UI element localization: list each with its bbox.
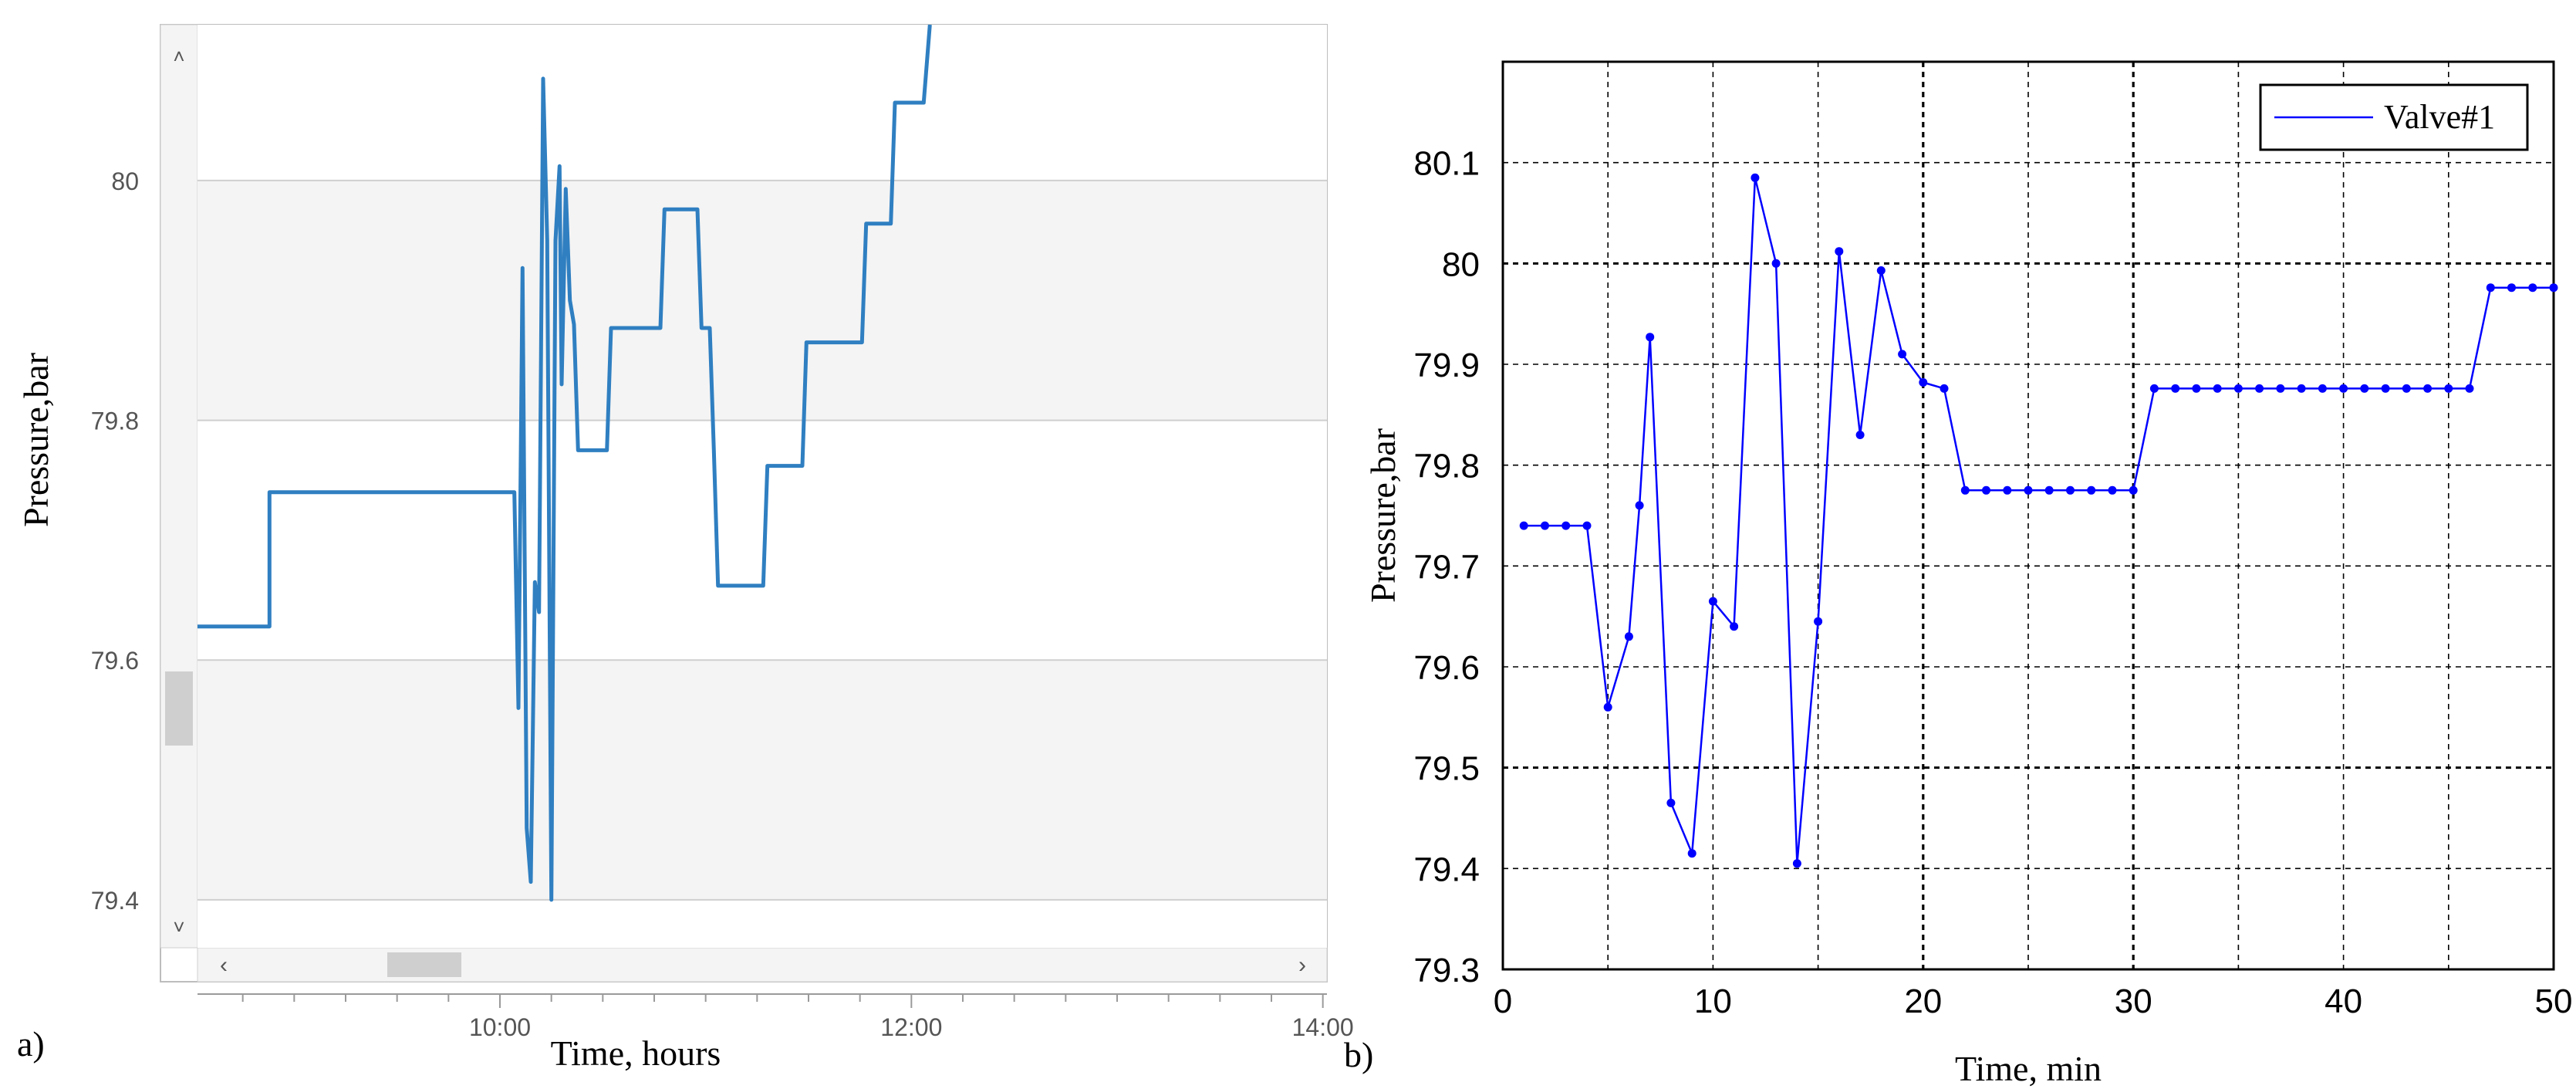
x-tick-label-12-00: 12:00 (880, 1013, 942, 1041)
x-tick-label-30: 30 (2115, 982, 2152, 1020)
x-tick-label-10-00: 10:00 (469, 1013, 531, 1041)
valve-1-point (1730, 622, 1739, 631)
valve-1-point (1666, 798, 1676, 807)
y-tick-label-79-6: 79.6 (91, 647, 139, 675)
valve-1-point (1960, 485, 1970, 495)
valve-1-point (1771, 259, 1781, 268)
valve-1-point (1519, 521, 1528, 530)
panel-b-y-axis-title: Pressure,bar (1363, 428, 1403, 603)
panel-a: ˄ ˅ ‹ › 79.4 79.6 79.8 80 10:00 12:00 14:00 P… (16, 24, 1354, 1073)
panel-a-x-axis-title: Time, hours (551, 1033, 721, 1073)
y-tick-label-80-1: 80.1 (1413, 145, 1480, 183)
x-tick-label-10: 10 (1694, 982, 1732, 1020)
valve-1-point (2507, 283, 2516, 293)
y-tick-label-80: 80 (1442, 245, 1480, 283)
panel-a-y-axis-title: Pressure,bar (16, 353, 56, 527)
y-tick-label-79-5: 79.5 (1413, 750, 1480, 788)
y-tick-label-79-4: 79.4 (91, 887, 139, 915)
legend: Valve#1 (2259, 83, 2529, 151)
x-tick-label-50: 50 (2535, 982, 2573, 1020)
legend-label-valve-1: Valve#1 (2384, 98, 2495, 136)
valve-1-point (2003, 485, 2012, 495)
valve-1-point (2024, 485, 2033, 495)
x-tick-label-0: 0 (1494, 982, 1512, 1020)
valve-1-point (2044, 485, 2054, 495)
valve-1-point (1855, 431, 1865, 439)
valve-1-point (1940, 384, 1949, 393)
valve-1-point (1898, 350, 1907, 359)
scroll-right-icon[interactable]: › (1298, 952, 1306, 978)
valve-1-point (2149, 384, 2159, 393)
valve-1-point (2129, 485, 2138, 495)
valve-1-point (1646, 333, 1655, 342)
scroll-up-icon[interactable]: ˄ (173, 45, 184, 68)
valve-1-point (2465, 384, 2474, 393)
valve-1-point (1792, 859, 1801, 868)
valve-1-point (2318, 384, 2327, 393)
y-tick-label-79-8: 79.8 (1413, 448, 1480, 485)
valve-1-point (2402, 384, 2411, 393)
valve-1-point (1561, 521, 1571, 530)
y-tick-label-79-9: 79.9 (1413, 347, 1480, 384)
scroll-left-icon[interactable]: ‹ (220, 952, 228, 978)
panel-b: 79.3 79.4 79.5 79.6 79.7 79.8 79.9 80 80.1 0 10 20… (1344, 60, 2573, 1088)
valve-1-point (1814, 617, 1823, 626)
x-tick-label-40: 40 (2324, 982, 2362, 1020)
valve-1-point (2233, 384, 2243, 393)
valve-1-point (2423, 384, 2433, 393)
valve-1-point (2255, 384, 2264, 393)
vertical-scrollbar[interactable] (160, 24, 198, 949)
band-shade (198, 660, 1327, 900)
panel-b-label: b) (1344, 1035, 1373, 1074)
valve-1-point (2444, 384, 2453, 393)
y-tick-label-79-7: 79.7 (1413, 548, 1480, 586)
valve-1-point (2549, 283, 2558, 293)
panel-b-frame (1501, 60, 2555, 971)
valve-1-point (1919, 378, 1928, 387)
vertical-scroll-thumb[interactable] (165, 671, 193, 746)
y-tick-label-79-6: 79.6 (1413, 649, 1480, 687)
valve-1-point (2276, 384, 2285, 393)
y-tick-label-79-3: 79.3 (1413, 952, 1480, 989)
valve-1-point (2381, 384, 2390, 393)
valve-1-point (2486, 283, 2495, 293)
valve-1-point (1876, 266, 1886, 275)
panel-b-x-axis-title: Time, min (1955, 1049, 2102, 1088)
valve-1-point (1751, 173, 1760, 182)
valve-1-point (2171, 384, 2180, 393)
valve-1-point (2297, 384, 2306, 393)
valve-1-point (1541, 521, 1549, 530)
panel-a-label: a) (17, 1024, 45, 1064)
valve-1-point (1582, 521, 1592, 530)
valve-1-point (1687, 849, 1697, 858)
y-tick-label-80: 80 (111, 167, 139, 195)
y-tick-label-79-8: 79.8 (91, 408, 139, 435)
horizontal-scrollbar[interactable] (197, 947, 1328, 982)
valve-1-point (1603, 702, 1612, 712)
valve-1-point (2339, 384, 2348, 393)
valve-1-point (1635, 501, 1644, 510)
valve-1-point (1982, 485, 1990, 495)
valve-1-point (2213, 384, 2222, 393)
valve-1-point (2108, 485, 2117, 495)
valve-1-point (2360, 384, 2369, 393)
x-tick-label-14-00: 14:00 (1292, 1013, 1354, 1041)
pressure-series-line (198, 25, 932, 902)
valve-1-point (2066, 485, 2075, 495)
x-tick-label-20: 20 (1904, 982, 1942, 1020)
valve-1-point (1708, 597, 1717, 606)
valve-1-point (2528, 283, 2537, 293)
valve-1-point (2087, 485, 2096, 495)
valve-1-point (1835, 247, 1844, 256)
valve-1-point (1624, 632, 1633, 641)
valve-1-point (2192, 384, 2201, 393)
scroll-down-icon[interactable]: ˅ (173, 915, 184, 939)
y-tick-label-79-4: 79.4 (1413, 851, 1480, 888)
band-shade (198, 180, 1327, 421)
horizontal-scroll-thumb[interactable] (387, 952, 461, 977)
